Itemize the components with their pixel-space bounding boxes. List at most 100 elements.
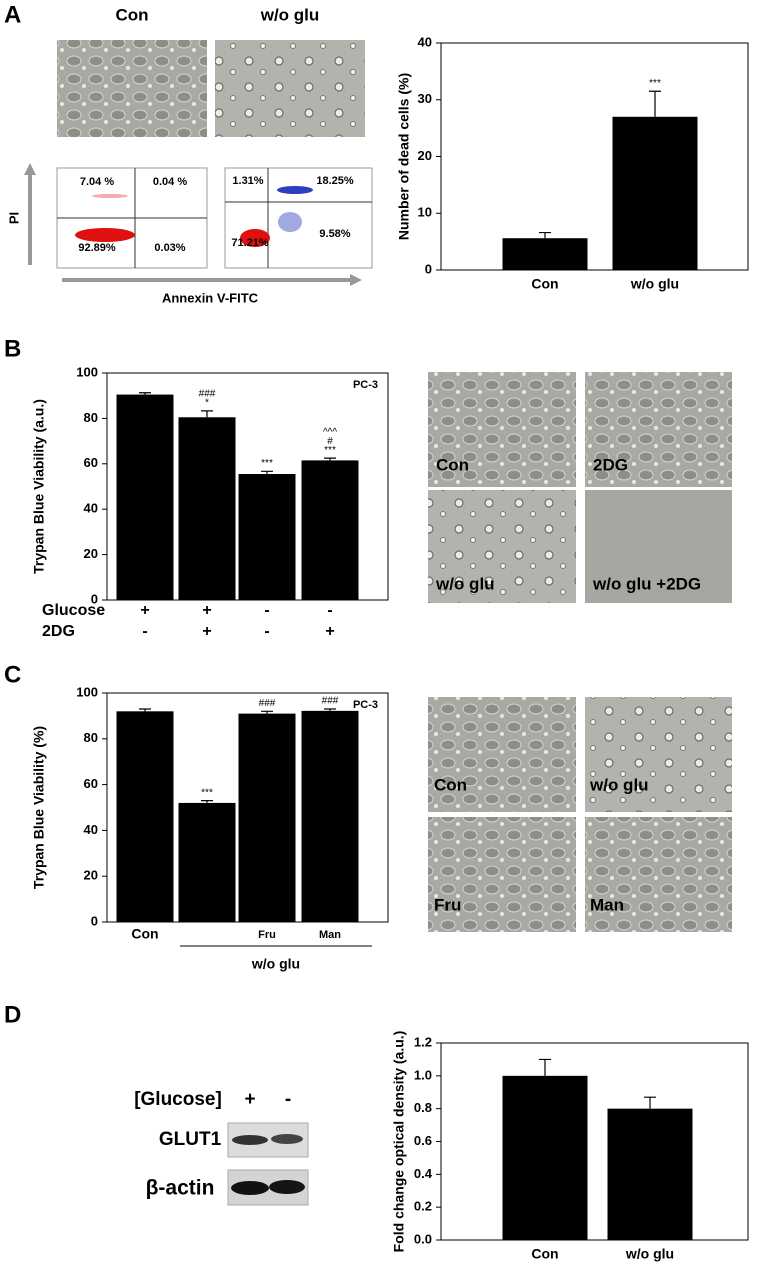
error-bar [261, 470, 273, 475]
x-tick-label: w/o glu [630, 276, 679, 292]
significance: ^^^ [323, 427, 337, 438]
blot-header: [Glucose] [134, 1089, 222, 1110]
significance: *** [201, 787, 213, 798]
image-label: w/o glu [435, 574, 495, 593]
bar [116, 711, 174, 922]
significance: # [327, 436, 333, 447]
bar [612, 116, 698, 271]
image-label: w/o glu [260, 5, 320, 24]
y-tick-label: 0 [91, 913, 98, 928]
bar [238, 713, 296, 922]
error-bar [539, 231, 551, 239]
error-bar [201, 800, 213, 803]
x-tick-label: w/o glu [625, 1246, 674, 1262]
image-label: Con [436, 455, 469, 474]
panel-label: C [4, 661, 21, 688]
lane-label: - [285, 1089, 291, 1110]
flow-plot [56, 167, 208, 269]
panel-label: D [4, 1001, 21, 1028]
y-tick-label: 40 [418, 34, 432, 49]
group-label: w/o glu [251, 956, 300, 972]
condition-value: + [202, 602, 211, 619]
bar [607, 1108, 693, 1240]
y-tick-label: 40 [84, 822, 98, 837]
significance: * [205, 398, 209, 409]
plot-frame [440, 42, 749, 271]
y-axis-label: Fold change optical density (a.u.) [391, 1031, 407, 1253]
x-tick-label: Fru [258, 929, 276, 941]
panel-label: B [4, 335, 21, 362]
micrograph [428, 817, 576, 932]
y-tick-label: 20 [84, 868, 98, 883]
error-bar [324, 708, 336, 711]
micrograph [585, 490, 732, 603]
western-blot [227, 1122, 309, 1206]
y-tick-label: 0.6 [414, 1133, 432, 1148]
y-tick-label: 60 [84, 776, 98, 791]
y-axis-label: Number of dead cells (%) [396, 73, 412, 240]
quadrant-percent: 0.04 % [153, 176, 187, 188]
y-tick-label: 10 [418, 205, 432, 220]
y-tick-label: 30 [418, 91, 432, 106]
image-label: Fru [434, 895, 461, 914]
condition-value: - [264, 602, 269, 619]
micrograph [57, 40, 207, 137]
y-tick-label: 0 [91, 591, 98, 606]
significance: *** [261, 458, 273, 469]
micrograph [428, 490, 576, 603]
condition-value: - [327, 602, 332, 619]
image-label: w/o glu [589, 775, 649, 794]
y-tick-label: 80 [84, 410, 98, 425]
error-bar [539, 1058, 551, 1076]
image-label: w/o glu +2DG [592, 574, 701, 593]
image-label: Con [115, 5, 148, 24]
bar [238, 474, 296, 600]
y-tick-label: 1.2 [414, 1034, 432, 1049]
blot-row-label: β-actin [146, 1177, 215, 1200]
bar [502, 1075, 588, 1240]
y-tick-label: 80 [84, 730, 98, 745]
bar [116, 394, 174, 600]
error-bar [139, 708, 151, 712]
error-bar [649, 90, 661, 117]
y-tick-label: 0 [425, 261, 432, 276]
error-bar [201, 410, 213, 418]
y-tick-label: 20 [418, 148, 432, 163]
x-tick-label: Con [531, 1246, 558, 1262]
condition-value: - [142, 623, 147, 640]
condition-value: + [140, 602, 149, 619]
y-tick-label: 0.8 [414, 1100, 432, 1115]
micrograph [215, 40, 365, 137]
bar [178, 802, 236, 922]
quadrant-percent: 18.25% [316, 175, 354, 187]
y-tick-label: 0.4 [414, 1166, 433, 1181]
error-bar [644, 1096, 656, 1109]
plot-frame [440, 1042, 749, 1241]
significance: *** [324, 445, 336, 456]
significance: ### [259, 698, 276, 709]
panel-label: A [4, 1, 21, 28]
image-label: 2DG [593, 455, 628, 474]
error-bar [139, 392, 151, 395]
quadrant-percent: 71.21% [231, 237, 269, 249]
bar [301, 710, 359, 922]
quadrant-percent: 92.89% [78, 242, 116, 254]
blot-row-label: GLUT1 [159, 1129, 222, 1150]
image-label: Man [590, 895, 624, 914]
chart-label: PC-3 [353, 699, 378, 711]
micrograph [428, 372, 576, 487]
quadrant-percent: 0.03% [154, 242, 185, 254]
chart-label: PC-3 [353, 379, 378, 391]
y-tick-label: 0.2 [414, 1199, 432, 1214]
bar [178, 417, 236, 600]
micrograph [585, 817, 732, 932]
bar [301, 460, 359, 600]
y-tick-label: 100 [76, 364, 98, 379]
y-axis-label: Trypan Blue Viability (%) [31, 726, 47, 889]
y-tick-label: 20 [84, 546, 98, 561]
x-tick-label: Con [531, 276, 558, 292]
y-tick-label: 100 [76, 684, 98, 699]
y-axis-label: Trypan Blue Viability (a.u.) [31, 399, 47, 574]
error-bar [324, 457, 336, 461]
bar [502, 238, 588, 270]
